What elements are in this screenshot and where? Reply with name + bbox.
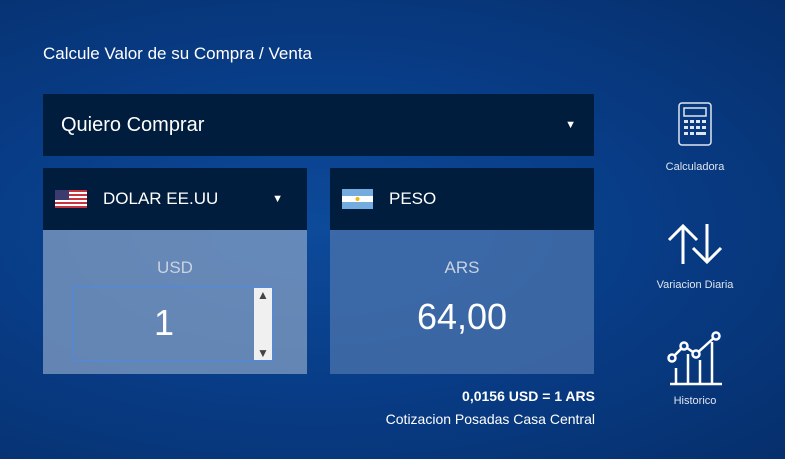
amount-value: 1 xyxy=(153,302,175,343)
up-down-arrows-icon xyxy=(667,223,723,265)
from-currency-name: DOLAR EE.UU xyxy=(103,189,219,208)
sidebar-label: Calculadora xyxy=(665,161,725,173)
to-currency-name: PESO xyxy=(389,189,437,208)
operation-value: Quiero Comprar xyxy=(61,113,205,136)
caret-down-icon: ▼ xyxy=(272,193,283,205)
chart-icon xyxy=(667,331,722,386)
sidebar-label: Variacion Diaria xyxy=(656,279,734,291)
calculator-icon xyxy=(678,102,712,146)
sidebar-item-historico[interactable]: Historico xyxy=(650,330,740,407)
amount-input[interactable]: 1 ▲ ▼ xyxy=(73,287,273,361)
rate-source: Cotizacion Posadas Casa Central xyxy=(385,411,595,427)
caret-down-icon: ▼ xyxy=(565,119,576,131)
to-code: ARS xyxy=(444,258,480,277)
from-panel: DOLAR EE.UU ▼ USD 1 ▲ ▼ xyxy=(43,168,307,374)
from-currency-select[interactable]: DOLAR EE.UU ▼ xyxy=(43,168,307,230)
exchange-rate: 0,0156 USD = 1 ARS xyxy=(462,388,595,404)
increment-icon[interactable]: ▲ xyxy=(257,288,269,302)
amount-stepper[interactable]: ▲ ▼ xyxy=(254,288,272,360)
from-code: USD xyxy=(157,258,193,277)
converted-amount: 64,00 xyxy=(416,296,508,337)
sidebar-item-variacion[interactable]: Variacion Diaria xyxy=(650,222,740,291)
decrement-icon[interactable]: ▼ xyxy=(257,346,269,360)
us-flag-icon xyxy=(55,190,87,208)
page-title: Calcule Valor de su Compra / Venta xyxy=(43,44,312,63)
argentina-flag-icon xyxy=(342,189,373,209)
operation-select[interactable]: Quiero Comprar ▼ xyxy=(43,94,594,156)
sidebar-label: Historico xyxy=(673,395,717,407)
to-panel: PESO ARS 64,00 xyxy=(330,168,594,374)
sidebar-item-calculadora[interactable]: Calculadora xyxy=(650,102,740,173)
